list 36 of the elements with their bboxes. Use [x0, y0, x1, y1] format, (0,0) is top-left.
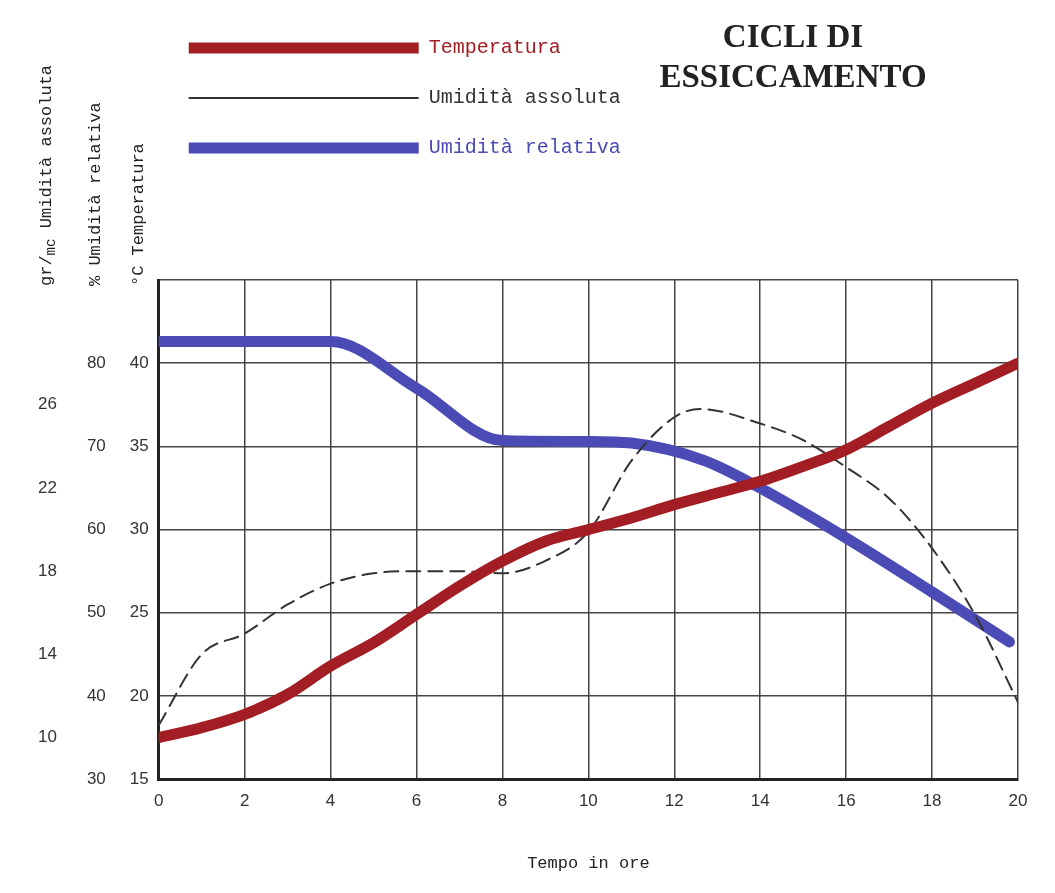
y3-tick-label: 18	[37, 560, 57, 580]
y3-tick-label: 14	[37, 644, 57, 664]
y-tick-label: 25	[129, 602, 149, 622]
x-tick-label: 14	[750, 791, 770, 811]
y3-tick-label: 26	[37, 394, 57, 414]
x-tick-label: 16	[836, 791, 856, 811]
x-tick-label: 20	[1008, 791, 1028, 811]
y-tick-label: 15	[129, 768, 149, 788]
text: Temperatura	[428, 36, 561, 60]
line-series	[158, 407, 1018, 727]
y-tick-label: 35	[129, 436, 149, 456]
x-tick-label: 8	[497, 791, 508, 811]
x-tick-label: 12	[664, 791, 684, 811]
chart-title: CICLI DI ESSICCAMENTO	[659, 18, 927, 94]
y-tick-label: 20	[129, 685, 149, 705]
x-tick-label: 2	[239, 791, 250, 811]
y2-tick-label: 40	[86, 685, 106, 705]
y2-tick-label: 50	[86, 602, 106, 622]
x-tick-label: 0	[153, 791, 164, 811]
y2-tick-label: 30	[86, 768, 106, 788]
x-tick-label: 10	[578, 791, 598, 811]
y2-tick-label: 60	[86, 519, 106, 539]
y2-tick-label: 70	[86, 436, 106, 456]
y-tick-label: 40	[129, 352, 149, 372]
y-axis-title: °C Temperatura	[129, 143, 148, 286]
text: Umidità relativa	[428, 136, 621, 160]
y2-axis-title: % Umidità relativa	[86, 102, 105, 286]
x-tick-label: 18	[922, 791, 942, 811]
text: Umidità assoluta	[428, 86, 621, 110]
x-axis-title: Tempo in ore	[527, 854, 650, 874]
y2-tick-label: 80	[86, 352, 106, 372]
x-tick-label: 6	[411, 791, 422, 811]
x-tick-label: 4	[325, 791, 336, 811]
y3-tick-label: 10	[37, 727, 57, 747]
y-tick-label: 30	[129, 519, 149, 539]
y3-tick-label: 22	[37, 477, 57, 497]
